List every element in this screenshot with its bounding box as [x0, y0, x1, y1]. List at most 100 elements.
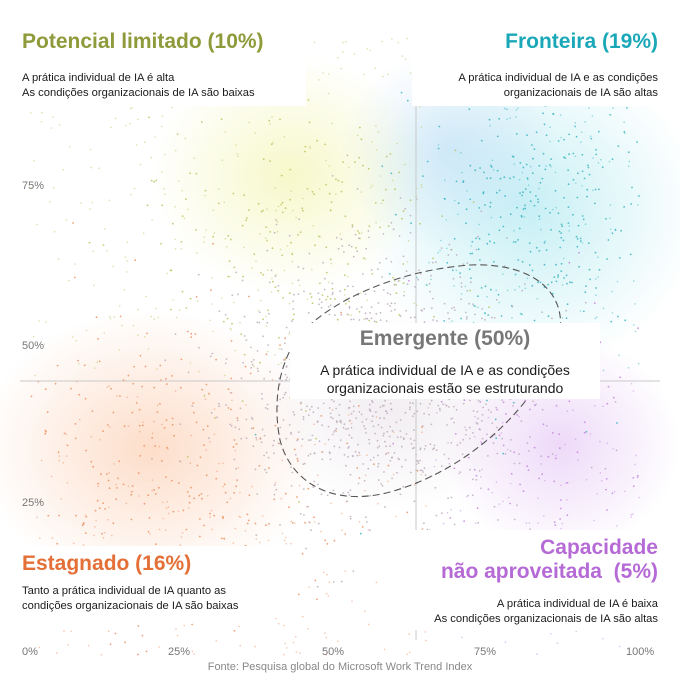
data-point-background [638, 496, 640, 499]
data-point-emergent [208, 437, 210, 440]
data-point-limited [375, 321, 378, 323]
data-point-stagnant [180, 386, 182, 389]
data-point-background [99, 439, 101, 441]
data-point-background [162, 517, 165, 520]
data-point-limited [402, 263, 405, 265]
data-point-emergent [423, 412, 425, 415]
data-point-emergent [282, 359, 285, 361]
data-point-frontier [425, 284, 428, 286]
data-point-background [295, 216, 297, 219]
data-point-limited [310, 296, 313, 299]
data-point-limited [186, 456, 189, 458]
data-point-limited [313, 193, 315, 196]
data-point-stagnant [165, 383, 168, 385]
data-point-stagnant [252, 427, 255, 429]
data-point-emergent [385, 257, 388, 260]
data-point-untapped [519, 483, 521, 486]
data-point-background [127, 485, 130, 488]
data-point-background [138, 495, 140, 497]
data-point-emergent [394, 302, 396, 305]
data-point-background [575, 630, 577, 633]
data-point-background [79, 418, 81, 421]
data-point-limited [299, 231, 302, 234]
data-point-limited [229, 238, 232, 241]
data-point-stagnant [131, 485, 134, 487]
data-point-background [599, 440, 601, 443]
data-point-stagnant [258, 464, 261, 467]
data-point-background [212, 330, 214, 333]
source-note: Fonte: Pesquisa global do Microsoft Work… [207, 661, 473, 673]
data-point-background [579, 141, 582, 143]
data-point-background [98, 167, 100, 169]
data-point-stagnant [198, 494, 201, 497]
data-point-background [474, 305, 477, 308]
data-point-background [151, 489, 153, 492]
data-point-background [259, 233, 262, 235]
data-point-emergent [389, 305, 391, 307]
data-point-emergent [330, 416, 332, 419]
data-point-background [492, 169, 495, 171]
data-point-stagnant [223, 483, 226, 486]
data-point-background [65, 219, 68, 221]
data-point-background [38, 646, 41, 649]
data-point-frontier [487, 314, 490, 316]
data-point-emergent [477, 399, 480, 402]
data-point-emergent [273, 231, 276, 234]
data-point-frontier [486, 177, 488, 180]
data-point-emergent [250, 427, 253, 430]
data-point-emergent [277, 442, 280, 445]
data-point-background [277, 205, 280, 208]
data-point-emergent [384, 399, 386, 402]
data-point-emergent [268, 281, 271, 284]
data-point-emergent [254, 468, 257, 471]
data-point-stagnant [77, 359, 79, 362]
data-point-stagnant [206, 425, 209, 427]
data-point-emergent [447, 497, 449, 500]
data-point-background [220, 297, 223, 299]
data-point-limited [347, 263, 350, 265]
data-point-stagnant [268, 523, 270, 525]
data-point-background [274, 481, 277, 484]
data-point-limited [214, 417, 217, 419]
label-box-stagnant [6, 546, 296, 618]
data-point-background [58, 455, 61, 457]
data-point-emergent [277, 284, 280, 287]
data-point-emergent [297, 279, 300, 282]
data-point-stagnant [284, 492, 287, 495]
data-point-background [363, 73, 366, 76]
data-point-stagnant [106, 473, 108, 475]
data-point-frontier [577, 172, 579, 175]
data-point-background [213, 433, 216, 436]
data-point-background [537, 522, 539, 524]
data-point-frontier [483, 171, 485, 174]
data-point-stagnant [188, 495, 191, 497]
data-point-stagnant [233, 629, 236, 632]
data-point-background [177, 180, 180, 182]
data-point-stagnant [244, 365, 247, 368]
data-point-frontier [533, 319, 536, 322]
data-point-background [259, 541, 261, 544]
data-point-background [403, 290, 406, 293]
data-point-stagnant [232, 446, 235, 448]
data-point-emergent [465, 429, 468, 431]
data-point-background [166, 272, 168, 275]
data-point-background [408, 651, 411, 654]
data-point-limited [358, 310, 361, 313]
data-point-emergent [365, 521, 368, 523]
data-point-emergent [358, 319, 361, 321]
data-point-frontier [618, 257, 621, 259]
data-point-emergent [469, 468, 471, 471]
data-point-frontier [437, 147, 440, 150]
data-point-background [593, 519, 595, 522]
data-point-background [251, 485, 253, 488]
data-point-frontier [484, 204, 486, 206]
data-point-frontier [544, 168, 547, 171]
data-point-emergent [285, 378, 288, 381]
data-point-background [575, 182, 577, 184]
data-point-emergent [249, 346, 252, 349]
data-point-frontier [473, 305, 476, 307]
data-point-stagnant [201, 388, 204, 391]
data-point-limited [195, 229, 197, 231]
quadrant-desc-line: Tanto a prática individual de IA quanto … [22, 585, 227, 597]
data-point-background [209, 441, 211, 443]
